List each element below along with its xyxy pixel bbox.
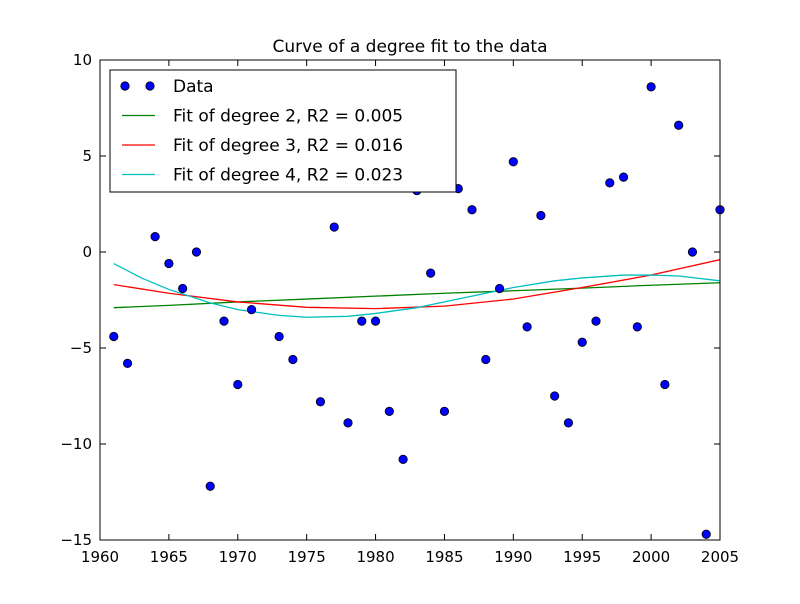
x-tick-label: 1970 <box>219 548 257 566</box>
fit-line-degree-2 <box>113 282 720 309</box>
data-point <box>370 316 381 326</box>
data-point <box>205 481 215 491</box>
data-point <box>384 406 394 416</box>
legend-marker <box>120 81 130 91</box>
x-tick-label: 1975 <box>288 548 326 566</box>
data-point <box>701 529 711 539</box>
data-point <box>122 358 133 368</box>
data-point <box>467 205 477 215</box>
data-point <box>660 379 670 390</box>
data-point <box>481 354 491 365</box>
chart-title: Curve of a degree fit to the data <box>273 37 548 57</box>
legend-box <box>109 69 457 193</box>
x-tick-label: 1965 <box>150 548 188 566</box>
data-point <box>150 232 160 242</box>
x-tick-label: 1960 <box>81 548 119 566</box>
data-point <box>343 418 353 428</box>
y-tick-label: −5 <box>70 339 92 357</box>
data-point <box>398 454 408 464</box>
data-point <box>632 322 642 332</box>
x-tick-label: 1995 <box>563 548 601 566</box>
data-point <box>550 391 560 401</box>
y-tick-label: −15 <box>60 531 92 549</box>
data-point <box>577 337 587 347</box>
fit-line-degree-4 <box>113 262 720 318</box>
data-point <box>494 283 505 294</box>
data-point <box>233 379 243 390</box>
x-tick-label: 1985 <box>425 548 463 566</box>
data-point <box>674 120 684 130</box>
plot-frame <box>99 59 721 541</box>
x-tick-label: 2000 <box>632 548 670 566</box>
data-point <box>591 316 601 326</box>
legend-marker <box>145 81 155 91</box>
x-tick-label: 1990 <box>494 548 532 566</box>
data-point <box>219 316 229 326</box>
data-point <box>439 406 450 416</box>
data-point <box>605 178 615 188</box>
data-point <box>646 82 656 92</box>
data-point <box>522 322 532 332</box>
data-point <box>618 172 629 182</box>
x-tick-label: 2005 <box>701 548 739 566</box>
y-tick-label: 0 <box>82 243 92 261</box>
y-tick-label: 5 <box>82 147 92 165</box>
fit-line-degree-3 <box>113 259 720 310</box>
data-point <box>178 283 188 294</box>
data-point <box>164 258 174 269</box>
data-point <box>426 268 436 278</box>
data-point <box>288 354 298 365</box>
data-point <box>329 222 339 232</box>
y-tick-label: −10 <box>60 435 92 453</box>
legend-label: Fit of degree 3, R2 = 0.016 <box>173 136 403 156</box>
data-point <box>191 247 202 257</box>
y-tick-label: 10 <box>73 51 92 69</box>
data-point <box>246 304 257 315</box>
legend-label: Fit of degree 4, R2 = 0.023 <box>173 166 403 186</box>
x-tick-label: 1980 <box>356 548 394 566</box>
data-point <box>109 331 119 342</box>
legend-label: Data <box>173 77 214 97</box>
data-point <box>687 247 698 257</box>
data-point <box>563 418 574 428</box>
data-point <box>536 210 546 221</box>
data-point <box>508 157 518 167</box>
data-point <box>315 397 326 407</box>
data-point <box>274 331 284 342</box>
data-point <box>357 316 367 326</box>
legend-label: Fit of degree 2, R2 = 0.005 <box>173 107 403 127</box>
